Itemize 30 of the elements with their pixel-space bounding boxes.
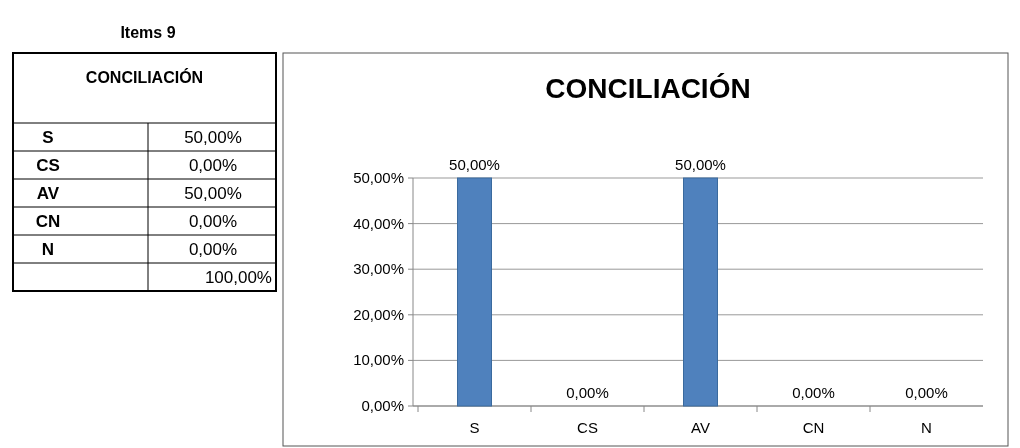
data-label: 50,00% (675, 156, 726, 173)
x-tick-label: AV (691, 419, 710, 436)
data-label: 0,00% (566, 384, 609, 401)
x-tick-label: CN (802, 419, 825, 436)
category-label: N (41, 240, 55, 259)
category-label: S (42, 128, 54, 147)
chart-title: CONCILIACIÓN (545, 73, 751, 104)
y-tick-label: 20,00% (353, 305, 404, 323)
x-tick-label: CS (577, 419, 598, 436)
y-tick-label: 0,00% (361, 397, 404, 414)
y-tick-label: 10,00% (353, 351, 404, 369)
y-tick-label: 50,00% (353, 169, 404, 186)
text: Items 9 (120, 24, 176, 41)
text: 0,00% (188, 240, 238, 259)
category-label: CS (36, 156, 60, 175)
y-tick-label: 40,00% (353, 214, 404, 232)
data-label: 0,00% (792, 384, 835, 401)
data-label: 50,00% (449, 156, 500, 173)
x-tick-label: S (469, 419, 480, 436)
text: 100,00% (204, 268, 272, 287)
x-tick-label: N (921, 419, 932, 436)
category-label: CN (35, 212, 61, 231)
y-tick-label: 30,00% (353, 260, 404, 278)
text: CONCILIACIÓN (85, 68, 204, 86)
text: 50,00% (184, 184, 242, 203)
text: 50,00% (184, 128, 242, 147)
category-label: AV (36, 184, 60, 203)
text: 0,00% (188, 212, 238, 231)
text: 0,00% (188, 156, 238, 175)
data-label: 0,00% (905, 384, 948, 401)
